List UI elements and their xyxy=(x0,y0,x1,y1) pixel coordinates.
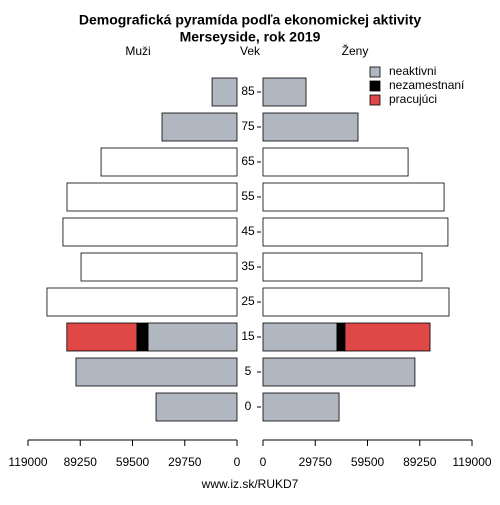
bar xyxy=(75,357,238,387)
age-label: 25 xyxy=(241,294,255,308)
left-label: Muži xyxy=(125,44,150,58)
age-label: 0 xyxy=(245,399,252,413)
footer: www.iz.sk/RUKD7 xyxy=(201,477,299,491)
bar xyxy=(46,287,238,317)
age-label: 85 xyxy=(241,84,255,98)
bar xyxy=(211,77,238,107)
x-tick-label: 119000 xyxy=(452,455,491,469)
bar xyxy=(262,147,409,177)
legend-swatch xyxy=(369,80,381,92)
legend-label: nezamestnaní xyxy=(389,78,465,92)
bar xyxy=(262,287,450,317)
age-label: 45 xyxy=(241,224,255,238)
age-label: 15 xyxy=(241,329,255,343)
bar xyxy=(80,252,238,282)
bar xyxy=(161,112,238,142)
bar xyxy=(62,217,238,247)
chart-title: Demografická pyramída podľa ekonomickej … xyxy=(79,12,422,28)
legend-label: neaktivni xyxy=(389,64,436,78)
bar xyxy=(262,77,307,107)
bar xyxy=(147,322,238,352)
chart-subtitle: Merseyside, rok 2019 xyxy=(180,29,321,45)
bar xyxy=(262,392,340,422)
age-label: 35 xyxy=(241,259,255,273)
x-tick-label: 59500 xyxy=(351,455,385,469)
legend-label: pracujúci xyxy=(389,92,437,106)
bar xyxy=(262,217,449,247)
bar xyxy=(155,392,238,422)
age-label: 5 xyxy=(245,364,252,378)
center-label: Vek xyxy=(240,44,261,58)
bar xyxy=(262,357,416,387)
bar xyxy=(262,182,445,212)
bar xyxy=(262,322,338,352)
bar xyxy=(262,252,423,282)
bar xyxy=(66,182,238,212)
bar xyxy=(66,322,138,352)
x-tick-label: 0 xyxy=(260,455,267,469)
age-label: 55 xyxy=(241,189,255,203)
legend-swatch xyxy=(369,66,381,78)
bar xyxy=(100,147,238,177)
bar xyxy=(336,322,346,352)
x-tick-label: 0 xyxy=(234,455,241,469)
bar xyxy=(344,322,431,352)
bar xyxy=(136,322,149,352)
x-tick-label: 89250 xyxy=(403,455,437,469)
legend-swatch xyxy=(369,94,381,106)
bar xyxy=(262,112,359,142)
x-tick-label: 119000 xyxy=(8,455,47,469)
x-tick-label: 89250 xyxy=(64,455,98,469)
x-tick-label: 29750 xyxy=(299,455,333,469)
x-tick-label: 59500 xyxy=(116,455,150,469)
age-label: 65 xyxy=(241,154,255,168)
x-tick-label: 29750 xyxy=(168,455,202,469)
age-label: 75 xyxy=(241,119,255,133)
right-label: Ženy xyxy=(342,43,369,58)
